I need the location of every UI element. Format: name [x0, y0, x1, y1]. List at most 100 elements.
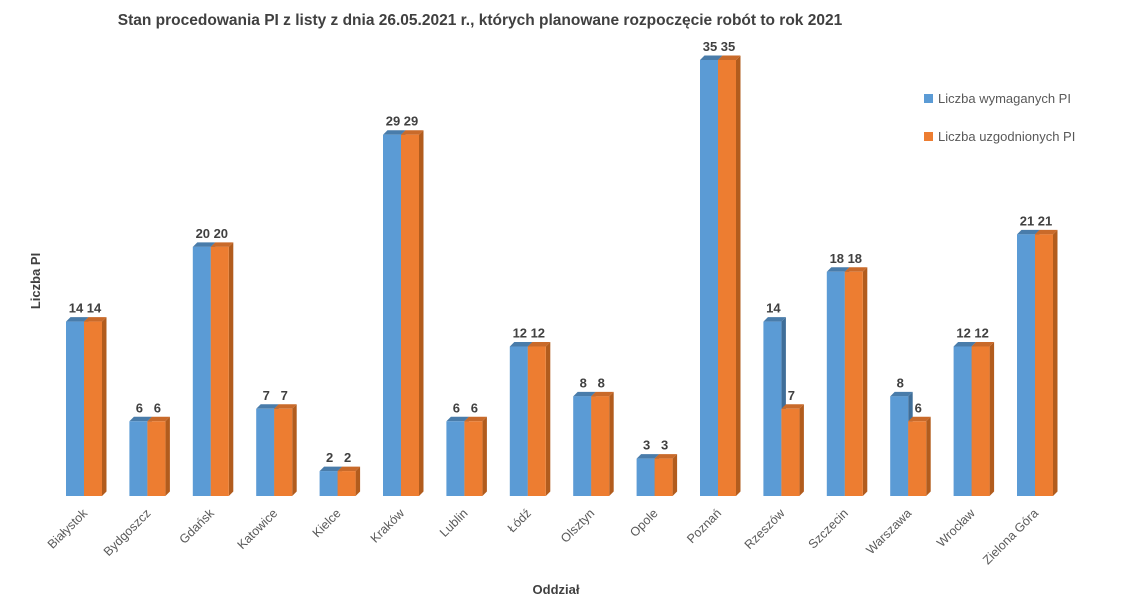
bar-front [210, 246, 229, 496]
data-label-wymaganych-bialystok: 14 [69, 301, 84, 316]
bar-front [1035, 234, 1053, 496]
bar-front [337, 471, 356, 496]
bar-top [464, 416, 487, 422]
data-label-uzgodnionych-szczecin: 18 [848, 251, 862, 266]
bar-front [890, 396, 909, 496]
bar-side [926, 416, 931, 496]
data-label-uzgodnionych-kielce: 2 [344, 450, 351, 465]
bar-side [482, 416, 487, 496]
bar-front [654, 458, 673, 496]
data-label-wymaganych-rzeszow: 14 [766, 301, 781, 316]
bar-top [274, 404, 297, 409]
bar-top [844, 267, 868, 272]
bar-front [383, 134, 401, 496]
bar-front [636, 458, 655, 496]
bar-side [165, 416, 170, 496]
data-label-uzgodnionych-opole: 3 [661, 438, 668, 453]
category-label-rzeszow: Rzeszów [742, 506, 788, 552]
bar-top [84, 317, 107, 322]
data-label-uzgodnionych-katowice: 7 [281, 388, 288, 403]
bar-top [953, 342, 977, 347]
bar-uzgodnionych-bydgoszcz [147, 416, 170, 496]
bar-front [781, 408, 800, 496]
y-axis-title: Liczba PI [28, 253, 43, 309]
category-label-bydgoszcz: Bydgoszcz [101, 506, 154, 559]
category-label-poznan: Poznań [684, 506, 724, 546]
category-labels-group: Białystok Bydgoszcz Gdańsk Katowice Kielce Kr… [45, 506, 1041, 568]
data-label-uzgodnionych-warszawa: 6 [915, 400, 922, 415]
bar-uzgodnionych-szczecin [844, 267, 868, 496]
bar-uzgodnionych-gdansk [210, 242, 234, 496]
bar-top [337, 466, 361, 472]
bars-group [66, 55, 1058, 496]
bar-front [763, 321, 782, 496]
data-label-uzgodnionych-zielona-gora: 21 [1038, 213, 1052, 228]
category-label-lodz: Łódź [505, 506, 534, 535]
bar-front [274, 408, 293, 496]
bar-top [509, 342, 533, 347]
x-axis-title: Oddział [533, 582, 580, 597]
data-label-wymaganych-krakow: 29 [386, 114, 400, 129]
bar-side [228, 242, 234, 496]
bar-uzgodnionych-olsztyn [591, 391, 614, 496]
data-label-uzgodnionych-bialystok: 14 [87, 301, 102, 316]
bar-uzgodnionych-poznan [718, 55, 741, 496]
data-label-wymaganych-olsztyn: 8 [580, 375, 587, 390]
category-label-kielce: Kielce [310, 506, 344, 540]
bar-side [672, 454, 678, 496]
bar-uzgodnionych-kielce [337, 466, 361, 496]
bar-top [401, 130, 424, 135]
bar-top [147, 416, 170, 422]
bar-front [844, 271, 863, 496]
bar-front [953, 346, 972, 496]
bar-front [446, 421, 465, 496]
legend-label-uzgodnionych: Liczba uzgodnionych PI [938, 129, 1075, 144]
category-label-katowice: Katowice [235, 506, 281, 552]
bar-top [527, 342, 551, 347]
data-label-uzgodnionych-rzeszow: 7 [788, 388, 795, 403]
bar-front [147, 421, 166, 496]
bar-uzgodnionych-bialystok [84, 317, 107, 496]
chart-title: Stan procedowania PI z listy z dnia 26.0… [118, 12, 843, 29]
data-label-wymaganych-opole: 3 [643, 438, 650, 453]
bar-front [591, 396, 610, 496]
bar-front [908, 421, 927, 496]
bar-uzgodnionych-opole [654, 454, 678, 496]
bar-front [84, 321, 102, 496]
bar-top [908, 416, 931, 422]
bar-side [736, 55, 741, 496]
legend-label-wymaganych: Liczba wymaganych PI [938, 91, 1071, 106]
bar-top [383, 130, 406, 135]
bar-front [1017, 234, 1035, 496]
bar-front [464, 421, 483, 496]
category-label-zielona-gora: Zielona Góra [980, 506, 1041, 567]
bar-front [192, 246, 211, 496]
legend-swatch-wymaganych [924, 94, 933, 103]
bar-front [700, 60, 718, 496]
data-label-wymaganych-warszawa: 8 [897, 375, 904, 390]
category-label-opole: Opole [627, 506, 661, 540]
bar-uzgodnionych-wroclaw [971, 342, 995, 496]
bar-front [527, 346, 546, 496]
bar-top [129, 416, 152, 422]
category-label-szczecin: Szczecin [806, 506, 851, 551]
data-label-uzgodnionych-lublin: 6 [471, 400, 478, 415]
bar-front [971, 346, 990, 496]
bar-side [989, 342, 995, 496]
bar-side [102, 317, 107, 496]
data-label-uzgodnionych-bydgoszcz: 6 [154, 400, 161, 415]
bar-side [862, 267, 868, 496]
data-label-uzgodnionych-olsztyn: 8 [598, 375, 605, 390]
bar-top [781, 404, 804, 409]
bar-top [192, 242, 216, 247]
bar-uzgodnionych-lublin [464, 416, 487, 496]
data-label-uzgodnionych-poznan: 35 [721, 39, 735, 54]
bar-top [446, 416, 469, 422]
bar-top [654, 454, 678, 459]
category-label-wroclaw: Wrocław [934, 506, 978, 550]
data-label-wymaganych-lodz: 12 [513, 326, 527, 341]
data-label-uzgodnionych-gdansk: 20 [214, 226, 228, 241]
bar-front [401, 134, 419, 496]
bar-top [591, 391, 614, 397]
